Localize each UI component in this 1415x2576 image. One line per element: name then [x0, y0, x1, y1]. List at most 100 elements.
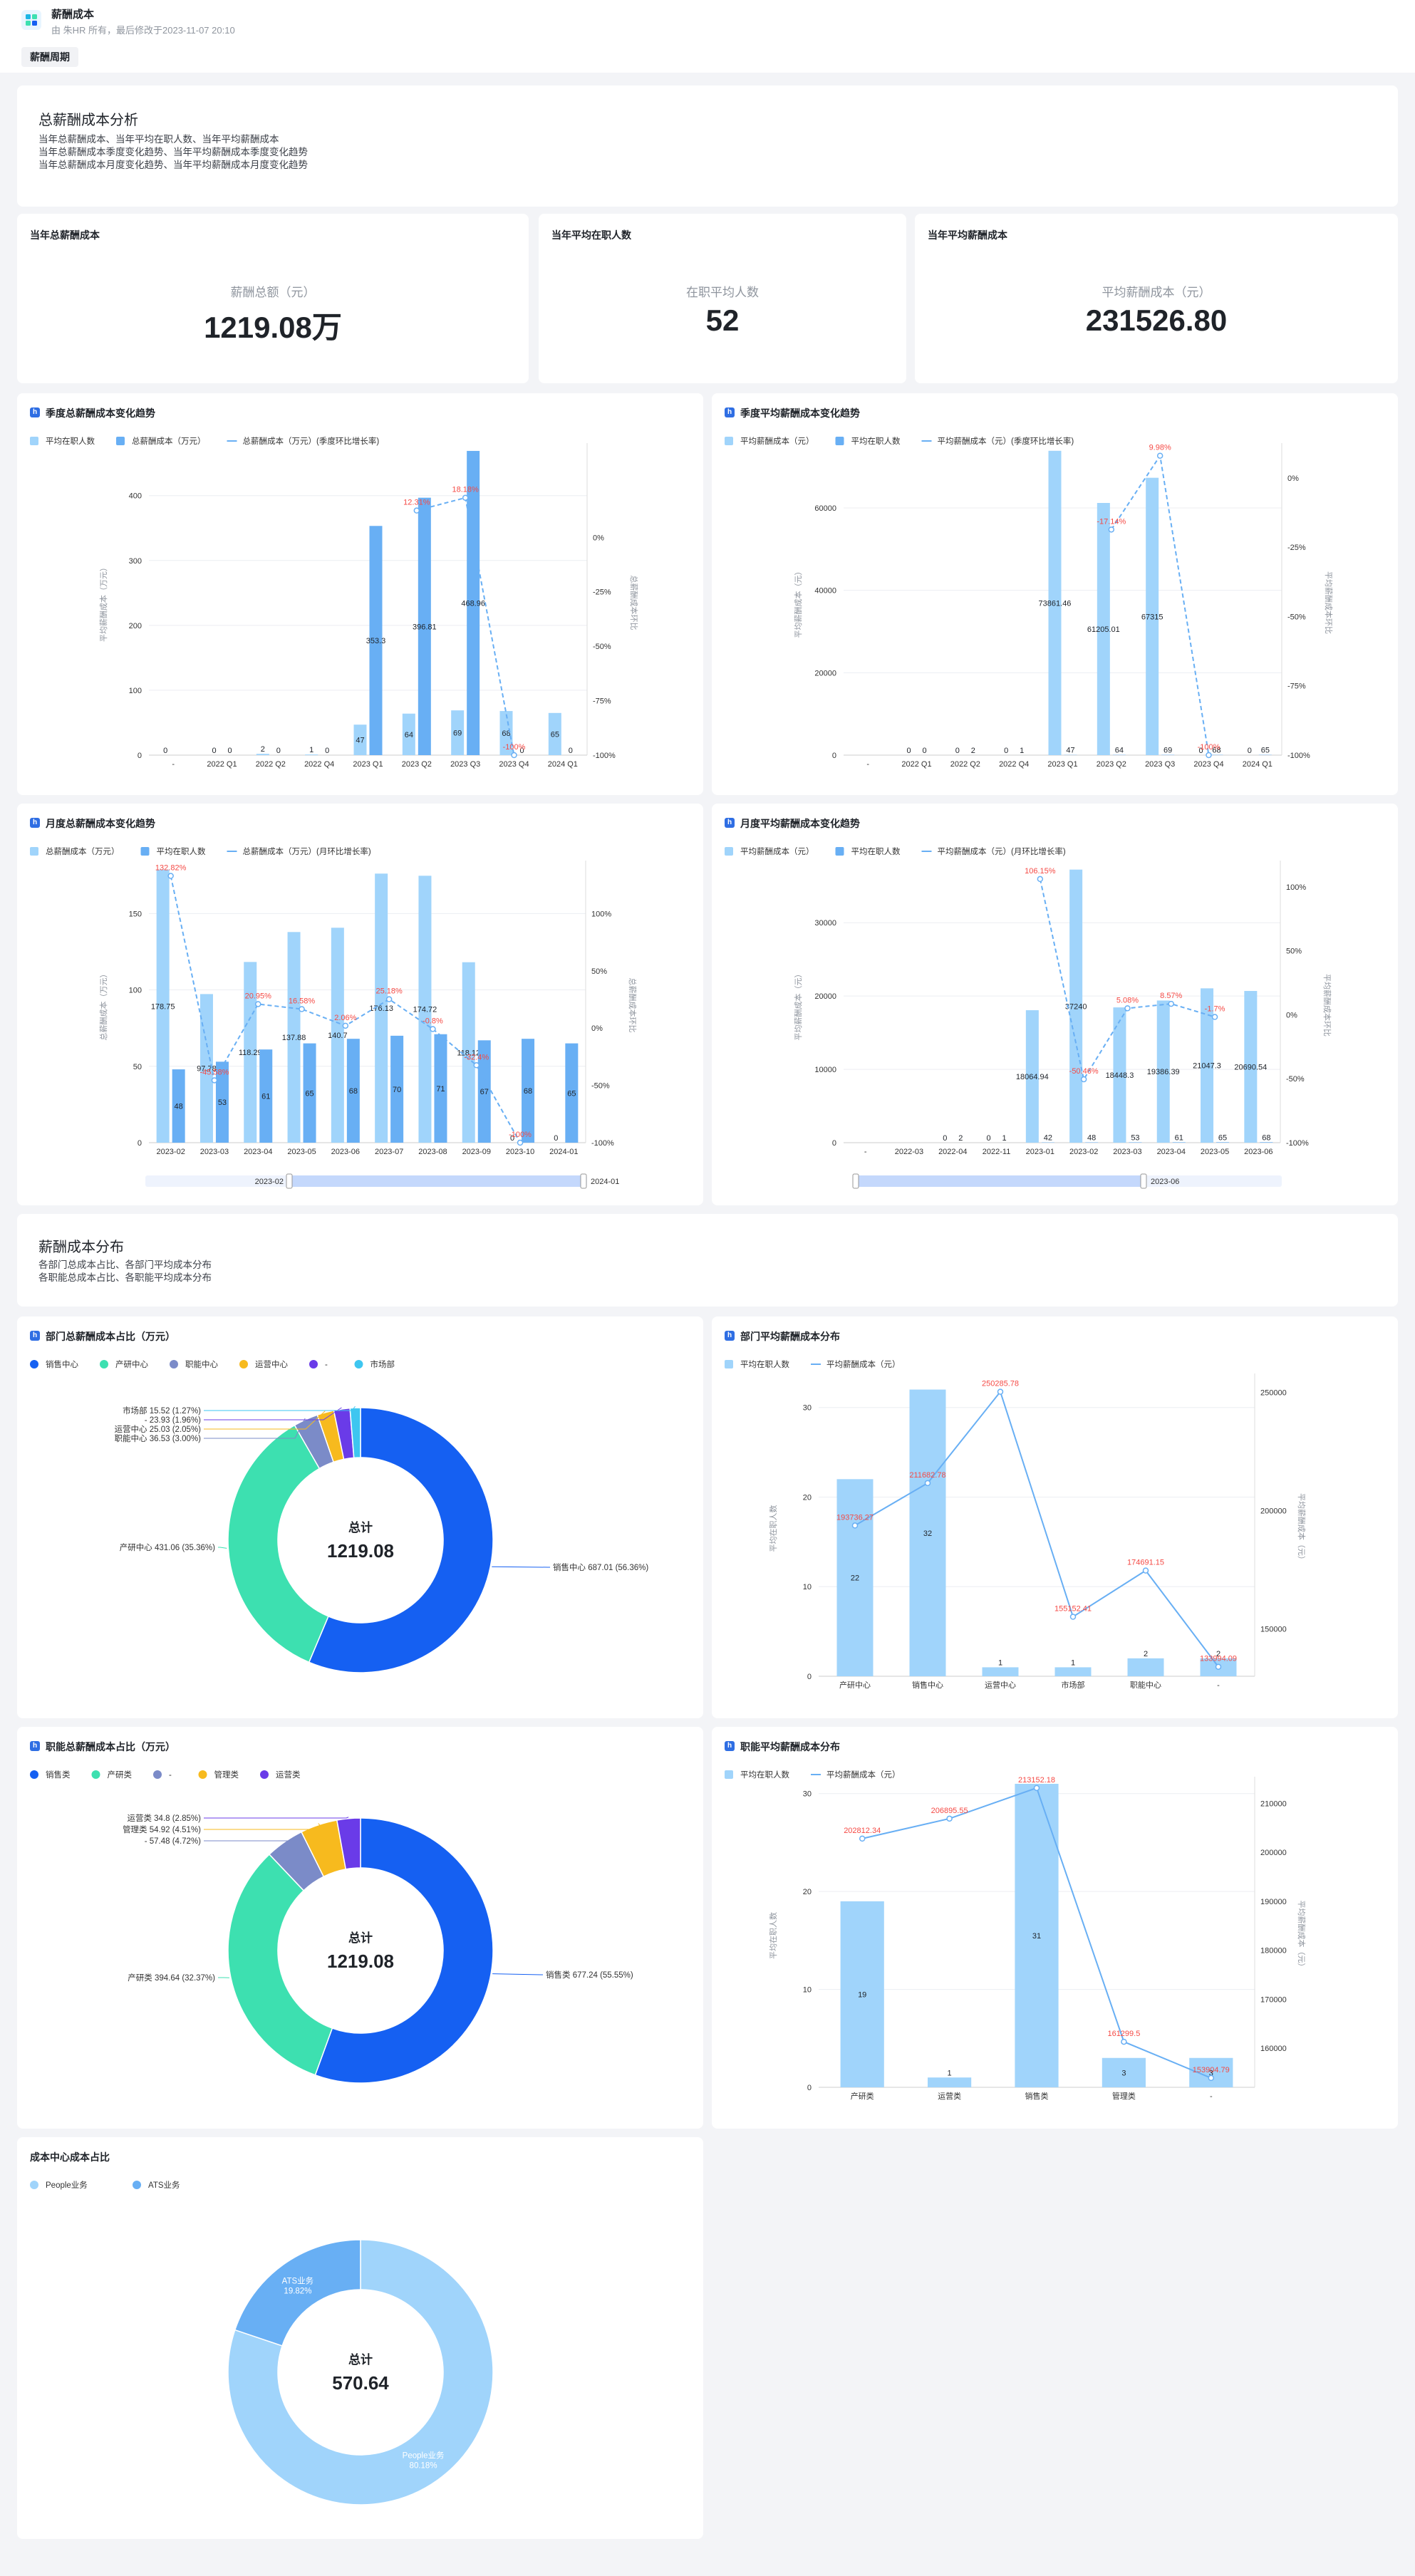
data-label: 67315 [1141, 613, 1163, 621]
legend-swatch [30, 1770, 38, 1779]
chart-title: 职能平均薪酬成本分布 [740, 1741, 840, 1752]
range-handle-left [852, 1173, 859, 1189]
bar [1156, 1000, 1170, 1143]
data-label: 1 [309, 746, 313, 754]
y-tick-label: 10 [803, 1986, 812, 1995]
y-tick-label: 10 [803, 1583, 812, 1591]
x-tick-label: 管理类 [1112, 2091, 1136, 2101]
data-label: 0 [554, 1134, 558, 1143]
range-selection [289, 1175, 584, 1187]
y-tick-label: 0 [832, 1139, 836, 1148]
y2-tick-label: -100% [1286, 1139, 1309, 1148]
data-label: 68 [1212, 747, 1220, 755]
slice-leader [204, 1817, 349, 1819]
legend-label: 总薪酬成本（万元）(月环比增长率) [243, 846, 371, 856]
line-label: 133994.09 [1200, 1655, 1237, 1663]
slice-label: 销售类 677.24 (55.55%) [546, 1970, 633, 1980]
section-line: 各部门总成本占比、各部门平均成本分布 [38, 1260, 212, 1270]
bar [477, 1040, 491, 1143]
line-point [1108, 526, 1115, 533]
line-point [1121, 2038, 1127, 2045]
bar [462, 962, 475, 1143]
x-tick-label: 2023-01 [1026, 1148, 1054, 1156]
legend-label: 平均在职人数 [740, 1770, 789, 1780]
section-header-cost-distribution: 薪酬成本分布 各部门总成本占比、各部门平均成本分布 各职能总成本占比、各职能平均… [17, 1214, 1398, 1307]
data-label: 48 [1087, 1134, 1096, 1143]
y-tick-label: 10000 [814, 1066, 836, 1074]
slice-label: 管理类 54.92 (4.51%) [123, 1824, 201, 1834]
x-tick-label: 市场部 [1062, 1680, 1085, 1690]
line-point [1208, 2074, 1215, 2082]
data-label: 3 [1121, 2069, 1126, 2077]
data-label: 68 [349, 1087, 358, 1096]
x-tick-label: 2022-04 [938, 1148, 967, 1156]
tab-salary-period[interactable]: 薪酬周期 [21, 47, 78, 67]
chart-card-monthly-avg: h 月度平均薪酬成本变化趋势 平均薪酬成本（元） 平均在职人数 平均薪酬成本（元）(月环… [712, 804, 1398, 1205]
legend-swatch [100, 1360, 108, 1368]
data-label: 32 [923, 1530, 932, 1538]
x-tick-label: 2023-06 [331, 1148, 360, 1156]
bar [1127, 1658, 1164, 1676]
bar [305, 754, 318, 755]
legend-label: 平均薪酬成本（元） [740, 436, 814, 446]
data-label: 0 [519, 747, 524, 755]
legend-label: - [325, 1361, 328, 1369]
bar [1113, 1007, 1126, 1143]
data-label: 1 [998, 1658, 1002, 1667]
x-tick-label: - [1210, 2092, 1213, 2101]
slice-label: 职能中心 36.53 (3.00%) [115, 1433, 202, 1443]
data-label: 21047.3 [1193, 1062, 1221, 1071]
line-label: 202812.34 [844, 1827, 881, 1835]
bar [1244, 991, 1258, 1143]
legend-swatch [30, 1360, 38, 1368]
slice-label: People业务 [403, 2451, 445, 2461]
y2-tick-label: 180000 [1260, 1947, 1287, 1956]
legend-label: 平均薪酬成本（元） [740, 846, 814, 856]
line-point [859, 1835, 866, 1842]
legend-label: 平均在职人数 [740, 1359, 789, 1369]
y2-tick-label: 100% [591, 910, 611, 918]
y-axis-label: 平均薪酬成本（万元） [98, 564, 108, 642]
x-tick-label: 2022-11 [983, 1148, 1011, 1156]
chart-card-monthly-total: h 月度总薪酬成本变化趋势 总薪酬成本（万元） 平均在职人数 总薪酬成本（万元）(月环比… [17, 804, 703, 1205]
y-tick-label: 20000 [814, 669, 836, 677]
line-label: 132.82% [155, 864, 187, 873]
data-label: 1 [1020, 747, 1024, 755]
line-point [255, 1001, 261, 1007]
chart-type-icon: h [30, 1331, 40, 1341]
y-tick-label: 100 [129, 687, 142, 695]
line-label: -45.58% [199, 1068, 229, 1076]
line-label: 12.31% [403, 499, 430, 507]
top-bar: 薪酬成本 由 朱HR 所有，最后修改于2023-11-07 20:10 薪酬周期 [0, 0, 1415, 73]
line-point [1168, 1000, 1174, 1007]
bar [909, 1389, 946, 1676]
y-tick-label: 200 [129, 622, 142, 630]
legend-label: ATS业务 [148, 2180, 180, 2190]
data-label: 0 [1198, 747, 1203, 755]
data-label: 48 [175, 1103, 183, 1111]
data-label: 47 [356, 737, 364, 745]
bar [256, 754, 269, 755]
legend-swatch [140, 847, 150, 856]
section-header-cost-analysis: 总薪酬成本分析 当年总薪酬成本、当年平均在职人数、当年平均薪酬成本 当年总薪酬成… [17, 85, 1398, 207]
x-tick-label: 销售类 [1025, 2091, 1049, 2101]
chart-svg: People业务 ATS业务People业务80.18%ATS业务19.82%总计… [30, 2180, 494, 2505]
legend-label: 总薪酬成本（万元） [132, 436, 206, 446]
slice-leader [492, 1973, 543, 1975]
x-tick-label: - [864, 1148, 867, 1156]
legend-label: 市场部 [370, 1359, 395, 1369]
data-label: 0 [943, 1134, 947, 1143]
kpi-card-total-cost: 当年总薪酬成本 薪酬总额（元） 1219.08万 [17, 214, 529, 383]
slice-label: 产研类 394.64 (32.37%) [128, 1973, 215, 1983]
data-label: 1 [948, 2069, 952, 2077]
chart-svg: 平均在职人数 平均薪酬成本（元）0102030150000200000250000… [725, 1359, 1307, 1690]
data-label: 140.7 [328, 1032, 348, 1040]
y2-tick-label: -25% [593, 588, 611, 597]
legend-swatch [309, 1360, 318, 1368]
y2-axis-label: 总薪酬成本环比 [628, 978, 638, 1033]
chart-svg: 总薪酬成本（万元） 平均在职人数 总薪酬成本（万元）(月环比增长率) 0 50 100 15… [30, 846, 638, 1189]
data-label: 2 [1144, 1650, 1148, 1658]
kpi-label: 平均薪酬成本（元） [1102, 286, 1211, 299]
legend-swatch [133, 2181, 141, 2189]
